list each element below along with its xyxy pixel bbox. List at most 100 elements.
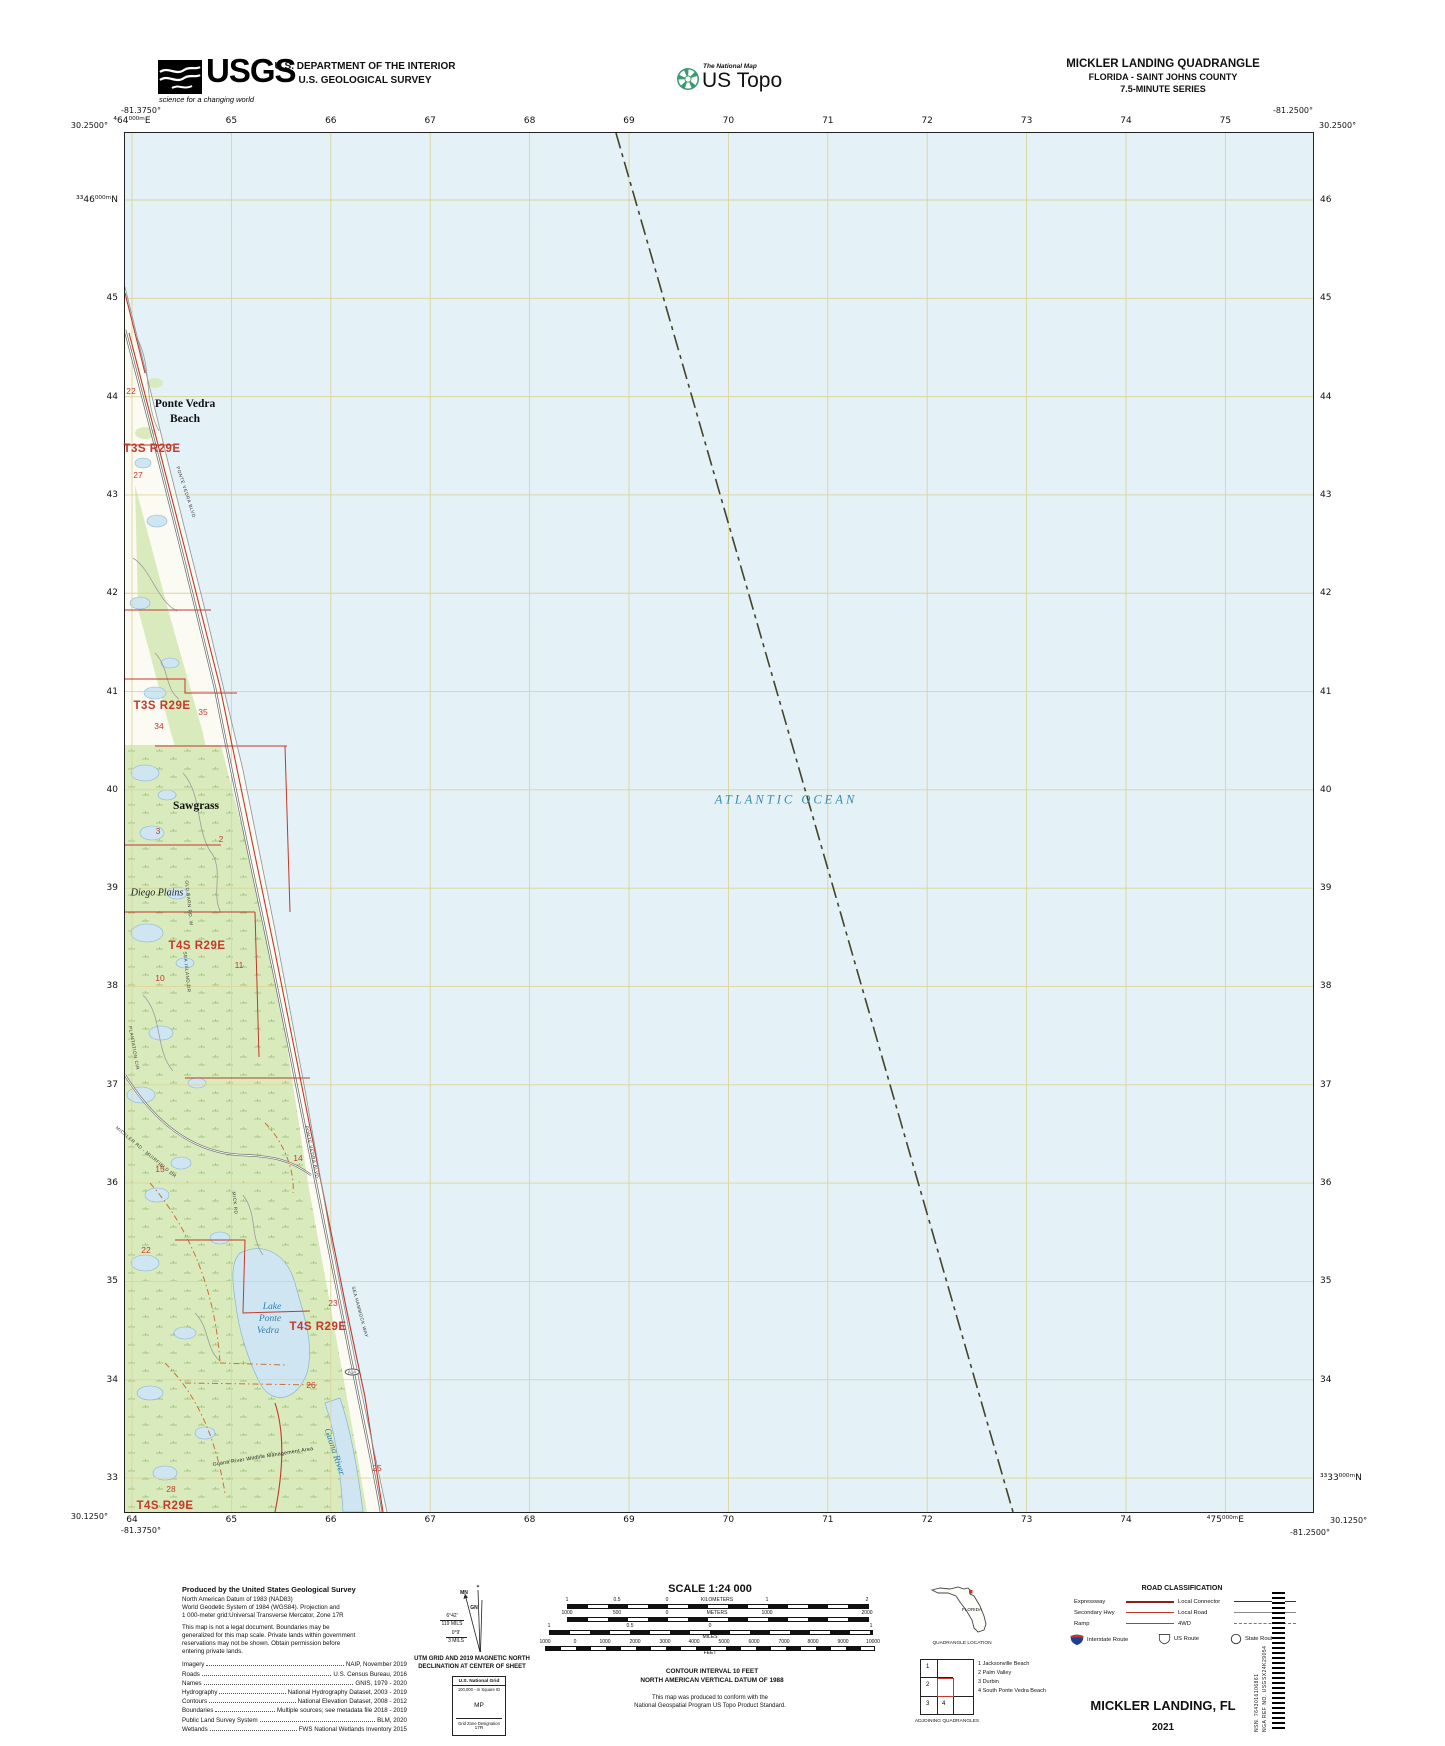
- map-label-place-it: Diego Plains: [130, 887, 184, 899]
- state-route-label: State Route: [1245, 1636, 1276, 1642]
- grid-label-top: 65: [225, 116, 238, 126]
- map-label-sec: 27: [133, 470, 143, 480]
- barcode-nga-text: NGA REF NO. USGSX24K29054: [1262, 1645, 1268, 1732]
- mn-divider: [440, 1620, 464, 1621]
- scale-mi-tick: 0.5: [626, 1623, 634, 1629]
- scale-ft-tick: 9000: [837, 1639, 849, 1645]
- road-class-swatch-fourwd: [1234, 1623, 1296, 1624]
- road-class-right-column: Local Connector Local Road 4WD: [1178, 1596, 1296, 1629]
- produced-by-block: Produced by the United States Geological…: [182, 1585, 407, 1734]
- grid-label-top: 74: [1120, 116, 1132, 126]
- scale-bar: [549, 1630, 873, 1635]
- corner-se-lon: -81.2500°: [1290, 1528, 1330, 1537]
- grid-label-top: 70: [722, 116, 735, 126]
- corner-ne-lon: -81.2500°: [1273, 106, 1313, 115]
- quadrangle-location-caption: QUADRANGLE LOCATION: [932, 1641, 992, 1646]
- grid-label-top: 68: [523, 116, 536, 126]
- gn-degrees: 0°9': [451, 1630, 461, 1636]
- adjoining-list-item: 2 Palm Valley: [978, 1670, 1012, 1676]
- grid-label-bottom: 67: [424, 1515, 436, 1525]
- credit-row: Imagery NAIP, November 2019: [182, 1660, 407, 1669]
- credits-list: Imagery NAIP, November 2019 Roads U.S. Cens…: [182, 1660, 407, 1734]
- scale-ft-tick: 0: [573, 1639, 577, 1645]
- corner-ne-lat: 30.2500°: [1319, 121, 1357, 130]
- road-class-swatch-ramp: [1126, 1623, 1174, 1624]
- boundary-red-dashdot: [149, 1122, 321, 1494]
- adjoining-list: 1 Jacksonville Beach 2 Palm Valley 3 Durbi…: [978, 1660, 1046, 1696]
- declination-star-icon: ✶: [475, 1584, 481, 1590]
- quad-series: 7.5-MINUTE SERIES: [1120, 84, 1206, 94]
- map-label-sec: 22: [126, 386, 136, 396]
- credit-value: GNIS, 1979 - 2020: [355, 1679, 407, 1687]
- scale-km-tick: 1: [565, 1597, 569, 1603]
- legal-line: generalized for this map scale. Private …: [182, 1631, 356, 1639]
- grid-label-right: ³³33⁰⁰⁰ᵐN: [1320, 1473, 1362, 1484]
- declination-caption-1: UTM GRID AND 2019 MAGNETIC NORTH: [414, 1656, 530, 1662]
- road-class-row: 4WD: [1178, 1618, 1296, 1629]
- credit-leader: [206, 1660, 344, 1667]
- utm-grid: [125, 133, 1313, 1512]
- interstate-shield-icon: [1070, 1634, 1084, 1646]
- grid-label-right: 43: [1320, 489, 1332, 500]
- corner-sw-lat: 30.1250°: [70, 1512, 108, 1521]
- grid-label-left: 43: [106, 489, 118, 500]
- scale-km-tick: 0: [665, 1597, 669, 1603]
- scale-bar: [545, 1646, 875, 1651]
- map-label-sec: 28: [166, 1484, 176, 1494]
- grid-label-left: 40: [106, 784, 118, 795]
- road-class-row: Expressway: [1074, 1596, 1174, 1607]
- declination-diagram: [463, 1589, 483, 1653]
- dept-line-2: U.S. GEOLOGICAL SURVEY: [298, 75, 432, 86]
- road-class-row: Local Connector: [1178, 1596, 1296, 1607]
- boundary-red-lines: [125, 292, 384, 1512]
- road-class-row: Secondary Hwy: [1074, 1607, 1174, 1618]
- credit-leader: [203, 1679, 354, 1685]
- road-class-swatch-connector: [1234, 1601, 1296, 1602]
- legal-line: reservations may not be shown. Obtain pe…: [182, 1640, 341, 1648]
- grid-label-left: 38: [106, 981, 118, 992]
- us-route-label: US Route: [1174, 1636, 1200, 1642]
- grid-label-top: 75: [1219, 116, 1232, 126]
- credit-label: Public Land Survey System: [182, 1716, 258, 1724]
- adjoining-cell-3: 3: [926, 1701, 930, 1707]
- sheet-title: MICKLER LANDING, FL: [1090, 1698, 1236, 1713]
- interstate-route-label: Interstate Route: [1087, 1636, 1129, 1643]
- grid-label-top: 71: [822, 116, 834, 126]
- map-label-sec: 35: [198, 707, 208, 717]
- legal-line: This map is not a legal document. Bounda…: [182, 1623, 330, 1631]
- gn-label: GN: [470, 1605, 478, 1611]
- grid-label-bottom: ⁴75⁰⁰⁰ᵐE: [1206, 1515, 1244, 1525]
- state-locator-map: [930, 1586, 987, 1633]
- conform-line-2: National Geospatial Program US Topo Prod…: [634, 1703, 786, 1709]
- credit-value: National Elevation Dataset, 2008 - 2012: [297, 1698, 407, 1706]
- road-class-row: Ramp: [1074, 1618, 1174, 1629]
- usng-box: U.S. National Grid 100,000 - m Square ID…: [452, 1676, 506, 1736]
- map-label-sec: 15: [155, 1164, 165, 1174]
- datum-lines: North American Datum of 1983 (NAD83) Worl…: [182, 1596, 407, 1621]
- credit-value: FWS National Wetlands Inventory 2015: [298, 1725, 407, 1733]
- map-canvas: [124, 132, 1314, 1513]
- road-class-label: Ramp: [1074, 1620, 1090, 1627]
- usng-square-id: MP: [474, 1702, 484, 1709]
- datum-line: 1 000-meter grid:Universal Transverse Me…: [182, 1612, 344, 1620]
- credit-value: U.S. Census Bureau, 2016: [333, 1670, 407, 1678]
- map-label-sec: 25: [372, 1463, 382, 1473]
- datum-line: World Geodetic System of 1984 (WGS84). P…: [182, 1604, 340, 1612]
- guana-river: [324, 1397, 364, 1512]
- sheet-year: 2021: [1151, 1722, 1175, 1733]
- road-class-left-column: Expressway Secondary Hwy Ramp: [1074, 1596, 1174, 1629]
- grid-label-bottom: 74: [1120, 1515, 1132, 1525]
- grid-label-right: 39: [1320, 883, 1332, 894]
- credit-leader: [209, 1697, 296, 1704]
- grid-label-left: 35: [106, 1276, 118, 1287]
- map-label-water: Ponte: [258, 1314, 282, 1324]
- usgs-logo-text: USGS: [206, 52, 297, 89]
- grid-label-bottom: 71: [822, 1515, 834, 1525]
- credit-row: Roads U.S. Census Bureau, 2016: [182, 1670, 407, 1679]
- ponds: [126, 457, 231, 1481]
- scale-ft-tick: 5000: [718, 1639, 730, 1645]
- state-route-circle-icon: [1230, 1633, 1242, 1645]
- mn-mils: 119 MILS: [441, 1621, 463, 1627]
- credit-row: Boundaries Multiple sources; see metadata…: [182, 1706, 407, 1715]
- grid-label-bottom: 73: [1020, 1515, 1033, 1525]
